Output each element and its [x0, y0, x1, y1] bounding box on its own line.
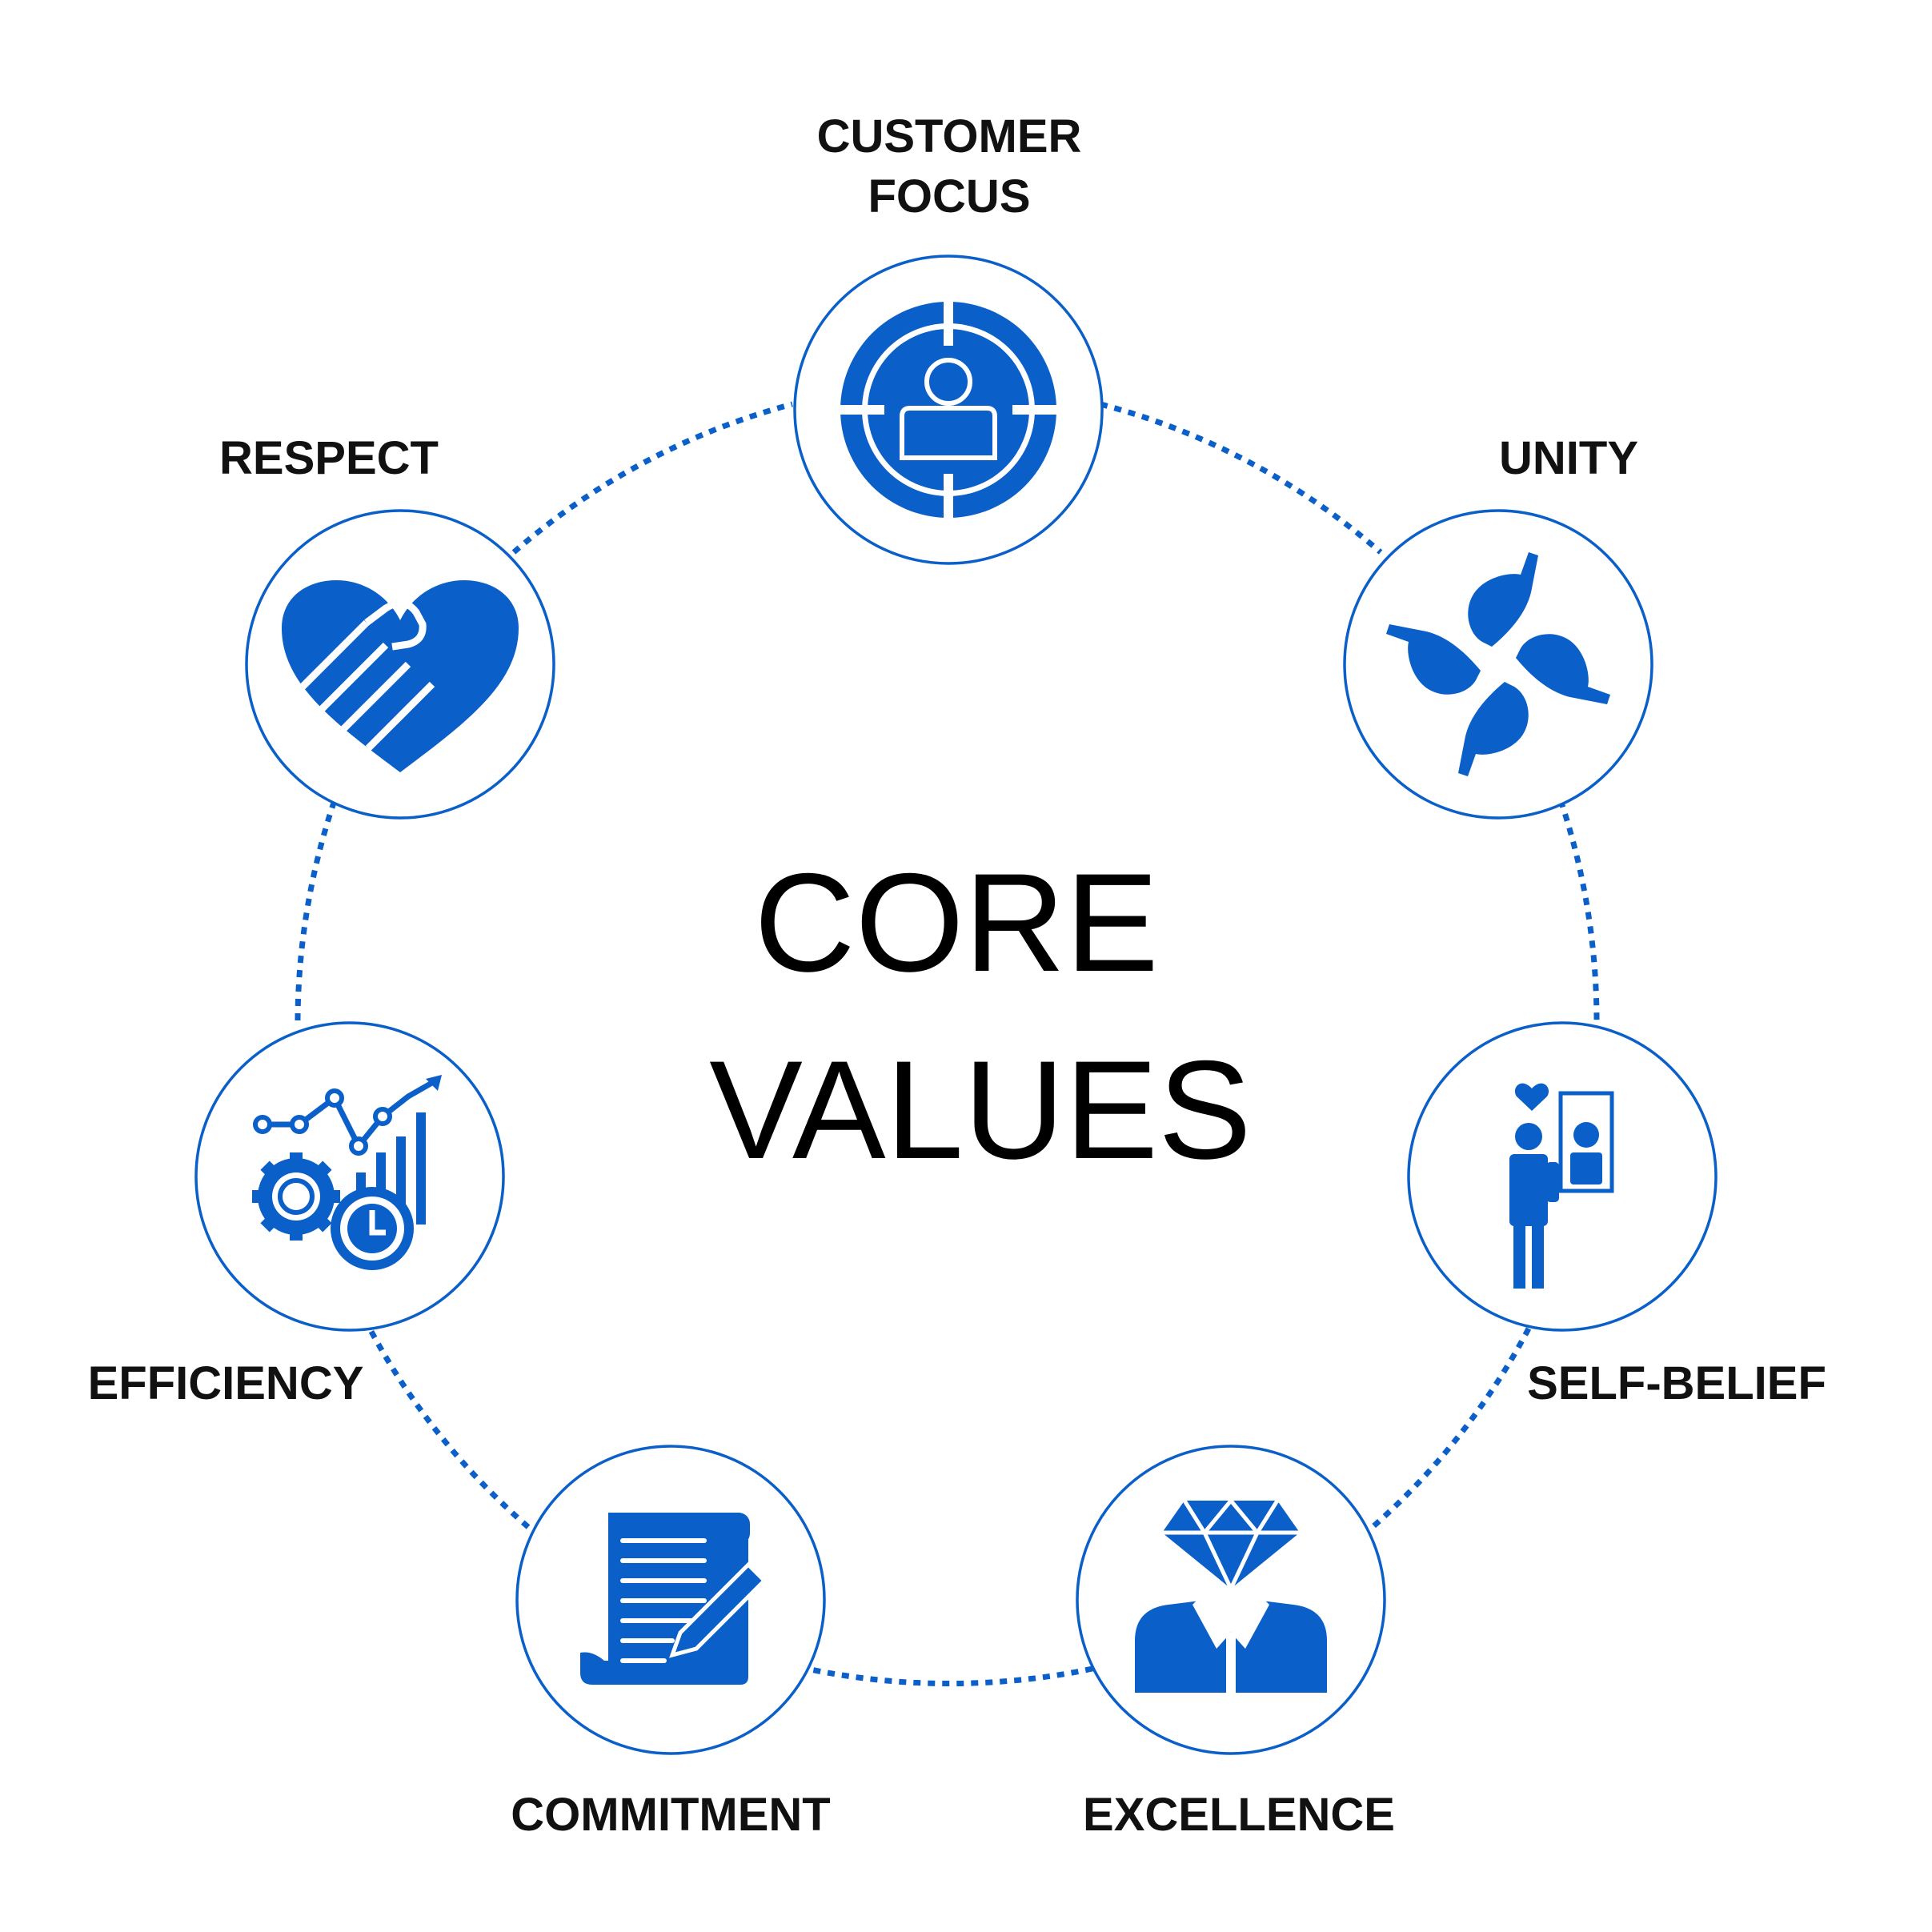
value-label: COMMITMENT: [511, 1789, 831, 1841]
value-node-self-belief: SELF-BELIEF: [1407, 1021, 1826, 1409]
value-circle: [1343, 509, 1653, 820]
value-label-line-2: FOCUS: [868, 170, 1031, 222]
diamond-person-icon: [1135, 1497, 1327, 1693]
title-line-2: VALUES: [709, 1032, 1252, 1188]
value-circle: [194, 1021, 505, 1332]
value-node-excellence: EXCELLENCE: [1076, 1445, 1395, 1841]
value-node-efficiency: EFFICIENCY: [88, 1021, 505, 1409]
connector-commitment-efficiency: [367, 1327, 531, 1529]
value-node-unity: UNITY: [1343, 432, 1653, 820]
contract-pen-icon: [580, 1513, 768, 1685]
connector-customer-unity: [1100, 401, 1383, 555]
value-label: EFFICIENCY: [88, 1357, 364, 1409]
four-hands-icon: [1386, 552, 1610, 776]
target-person-icon: [840, 302, 1056, 518]
connector-ring: [295, 401, 1600, 1686]
connector-selfbelief-excellence: [1370, 1327, 1532, 1529]
connector-excellence-commitment: [806, 1665, 1093, 1686]
title-line-1: CORE: [754, 845, 1159, 1001]
heart-handshake-icon: [282, 580, 519, 772]
value-node-commitment: COMMITMENT: [511, 1445, 831, 1841]
value-label: SELF-BELIEF: [1527, 1357, 1826, 1409]
connector-efficiency-respect: [295, 799, 338, 1021]
value-node-respect: RESPECT: [219, 432, 555, 820]
value-circle: [1076, 1445, 1386, 1755]
value-label: RESPECT: [219, 432, 439, 484]
value-label: EXCELLENCE: [1083, 1789, 1395, 1841]
value-label: UNITY: [1499, 432, 1638, 484]
connector-unity-selfbelief: [1557, 799, 1600, 1021]
gears-chart-icon: [252, 1075, 442, 1270]
connector-respect-customer: [511, 401, 793, 555]
value-node-customer-focus: CUSTOMER FOCUS: [793, 110, 1104, 565]
person-mirror-icon: [1509, 1083, 1614, 1289]
value-label-line-1: CUSTOMER: [817, 110, 1082, 162]
